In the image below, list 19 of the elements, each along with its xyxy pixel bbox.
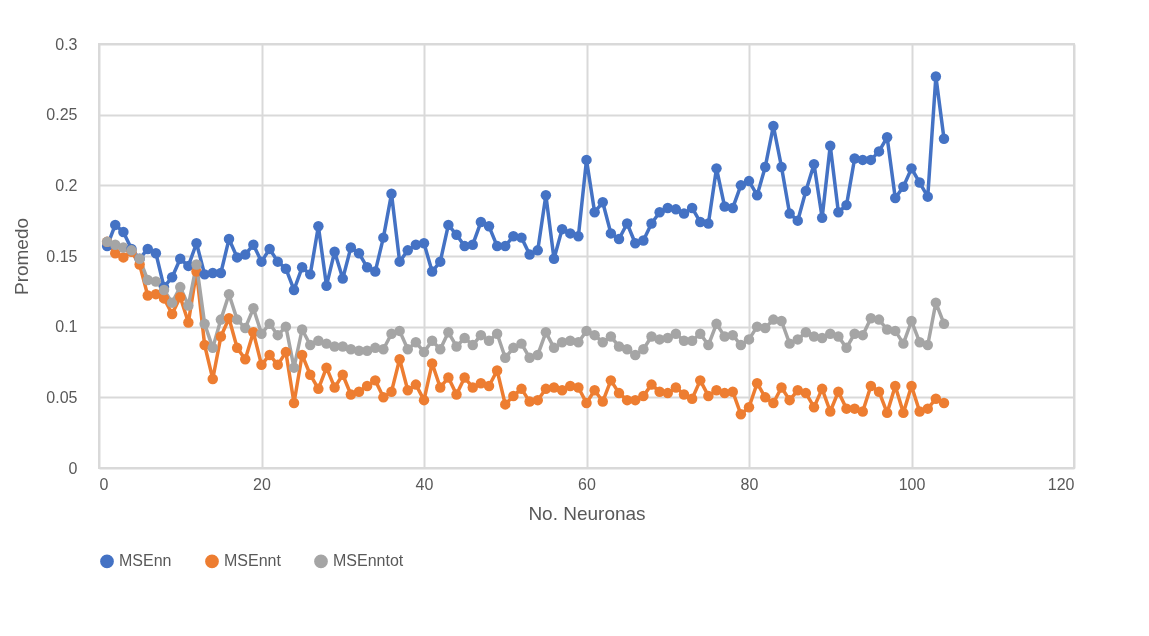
legend-label: MSEnn (119, 552, 172, 570)
legend-label: MSEnntot (333, 552, 404, 570)
x-tick-label: 80 (740, 475, 759, 493)
x-tick-label: 100 (898, 475, 926, 493)
x-tick-label: 40 (415, 475, 434, 493)
y-tick-label: 0.25 (46, 106, 78, 124)
x-tick-label: 120 (1047, 475, 1075, 493)
x-tick-label: 60 (578, 475, 596, 493)
y-tick-label: 0.1 (55, 318, 78, 336)
y-tick-label: 0 (68, 459, 78, 477)
x-axis-title: No. Neuronas (528, 502, 646, 524)
y-axis-title: Promedo (11, 217, 33, 296)
legend-label: MSEnnt (224, 552, 282, 570)
y-tick-label: 0.2 (55, 176, 78, 194)
y-tick-label: 0.05 (46, 388, 78, 406)
x-tick-label: 20 (253, 475, 271, 493)
y-tick-label: 0.3 (55, 35, 78, 53)
x-tick-label: 0 (99, 475, 109, 493)
y-tick-label: 0.15 (46, 247, 78, 265)
